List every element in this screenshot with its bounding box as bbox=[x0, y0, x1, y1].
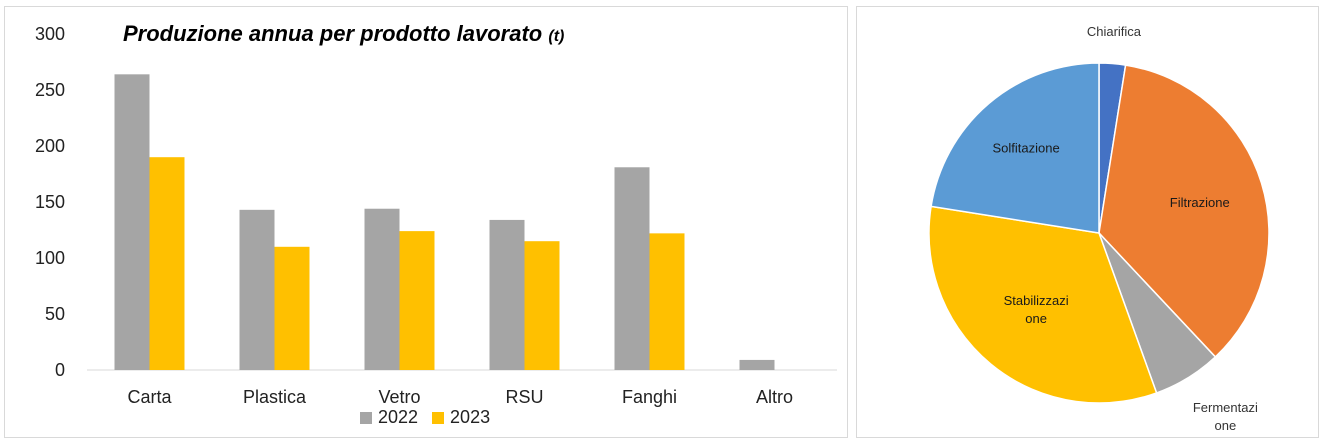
x-tick-label: RSU bbox=[505, 387, 543, 407]
bar-fanghi-2023 bbox=[649, 233, 685, 370]
y-tick-label: 200 bbox=[35, 136, 65, 156]
legend-label-2022: 2022 bbox=[378, 407, 419, 427]
y-tick-label: 0 bbox=[55, 360, 65, 380]
legend-label-2023: 2023 bbox=[450, 407, 491, 427]
bar-rsu-2022 bbox=[489, 219, 525, 370]
y-tick-label: 50 bbox=[45, 304, 65, 324]
y-tick-label: 250 bbox=[35, 80, 65, 100]
bar-plastica-2022 bbox=[239, 209, 275, 370]
pie-chart-plot: Chiarifica Filtrazione Fermentazi one Stabil… bbox=[928, 24, 1270, 433]
bar-vetro-2023 bbox=[399, 231, 435, 370]
bar-carta-2022 bbox=[114, 74, 150, 370]
bar-carta-2023 bbox=[149, 157, 185, 370]
y-tick-label: 300 bbox=[35, 24, 65, 44]
pie-label-stabilizzazione: Stabilizzazi one bbox=[1004, 293, 1069, 326]
y-tick-label: 100 bbox=[35, 248, 65, 268]
x-tick-label: Plastica bbox=[243, 387, 307, 407]
pie-label-chiarifica: Chiarifica bbox=[1087, 24, 1142, 39]
pie-slice-filtrazione bbox=[1098, 64, 1270, 358]
legend-swatch-2023 bbox=[432, 411, 445, 424]
chart-title-unit: (t) bbox=[548, 28, 565, 45]
x-tick-label: Carta bbox=[127, 387, 172, 407]
pie-slice-stabilizzazione bbox=[928, 205, 1158, 404]
y-tick-label: 150 bbox=[35, 192, 65, 212]
x-tick-label: Vetro bbox=[378, 387, 420, 407]
bar-fanghi-2022 bbox=[614, 167, 650, 370]
pie-slice-solfitazione bbox=[930, 62, 1100, 234]
bar-chart-panel: Produzione annua per prodotto lavorato (… bbox=[4, 6, 848, 438]
pie-label-filtrazione: Filtrazione bbox=[1170, 195, 1230, 210]
bar-altro-2022 bbox=[739, 359, 775, 370]
bar-chart-legend: 2022 2023 bbox=[360, 407, 490, 428]
chart-title: Produzione annua per prodotto lavorato (… bbox=[123, 21, 564, 47]
bar-plastica-2023 bbox=[274, 246, 310, 370]
x-tick-label: Altro bbox=[756, 387, 793, 407]
bar-vetro-2022 bbox=[364, 208, 400, 370]
x-tick-label: Fanghi bbox=[622, 387, 677, 407]
chart-title-text: Produzione annua per prodotto lavorato bbox=[123, 21, 543, 46]
pie-label-fermentazione: Fermentazi one bbox=[1193, 400, 1258, 433]
bar-chart-plot: 0 50 100 150 200 250 300 Carta Plastica Vetro RSU F… bbox=[35, 24, 837, 407]
legend-item-2022: 2022 bbox=[360, 407, 418, 428]
bar-rsu-2023 bbox=[524, 241, 560, 370]
legend-item-2023: 2023 bbox=[432, 407, 490, 428]
pie-chart-panel: Chiarifica Filtrazione Fermentazi one Stabil… bbox=[856, 6, 1319, 438]
legend-swatch-2022 bbox=[360, 411, 372, 424]
pie-label-solfitazione: Solfitazione bbox=[993, 141, 1060, 156]
